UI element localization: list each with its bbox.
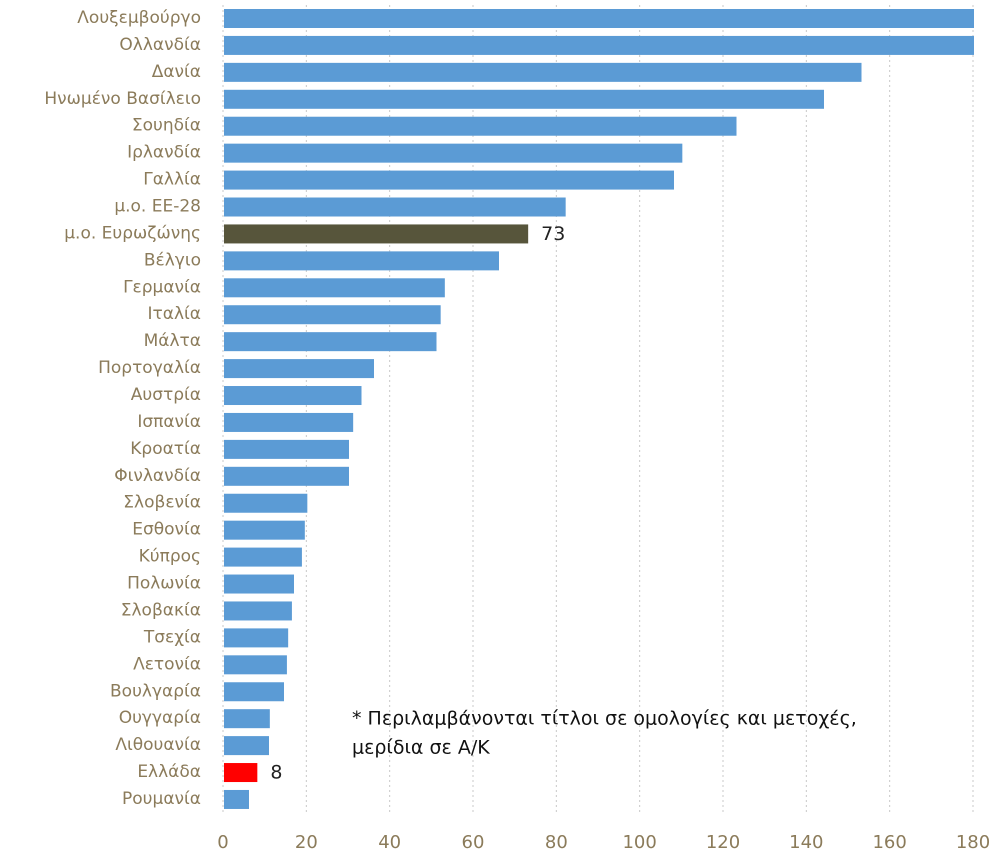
x-tick-label: 80	[545, 832, 568, 853]
value-label: 8	[270, 762, 282, 784]
y-tick-label: Λουξεμβούργο	[77, 8, 201, 28]
y-tick-label: Τσεχία	[143, 627, 201, 647]
y-tick-label: μ.ο. Ευρωζώνης	[64, 223, 201, 243]
bar	[224, 89, 824, 109]
bar	[224, 709, 270, 729]
y-tick-label: Ουγγαρία	[119, 708, 201, 728]
y-tick-label: Γαλλία	[143, 170, 201, 190]
bar	[224, 305, 441, 325]
bar	[224, 655, 287, 675]
bar	[224, 520, 305, 540]
bar	[224, 332, 437, 352]
y-tick-label: Κύπρος	[139, 547, 201, 567]
x-tick-label: 20	[295, 832, 318, 853]
bar	[224, 62, 862, 82]
bar	[224, 763, 258, 783]
bar	[224, 278, 445, 298]
bar	[224, 386, 362, 406]
x-tick-label: 0	[217, 832, 228, 853]
bar	[224, 251, 499, 271]
x-tick-label: 40	[378, 832, 401, 853]
bar	[224, 9, 974, 28]
y-tick-label: Βέλγιο	[144, 250, 201, 270]
y-tick-label: Λετονία	[133, 654, 201, 674]
value-label: 73	[541, 223, 565, 245]
y-tick-label: Ισπανία	[137, 412, 201, 432]
y-tick-label: Σλοβακία	[121, 600, 201, 620]
y-tick-label: Ολλανδία	[119, 35, 201, 55]
y-tick-label: μ.ο. ΕΕ-28	[114, 197, 201, 217]
x-tick-label: 140	[789, 832, 823, 853]
y-tick-label: Μάλτα	[144, 331, 201, 351]
y-tick-label: Κροατία	[130, 439, 201, 459]
bar	[224, 359, 374, 379]
y-tick-label: Ρουμανία	[122, 789, 201, 809]
y-tick-label: Λιθουανία	[115, 735, 201, 755]
x-tick-label: 180	[956, 832, 990, 853]
y-tick-label: Εσθονία	[132, 520, 201, 540]
note: μερίδια σε Α/Κ	[352, 737, 490, 759]
x-tick-label: 160	[872, 832, 906, 853]
bar	[224, 170, 674, 190]
y-tick-label: Γερμανία	[123, 277, 201, 297]
y-tick-label: Αυστρία	[131, 385, 201, 405]
y-tick-label: Δανία	[152, 62, 201, 82]
bar	[224, 224, 529, 244]
bar	[224, 601, 292, 621]
bar	[224, 547, 302, 567]
y-tick-label: Ιρλανδία	[127, 143, 201, 163]
bar	[224, 197, 566, 217]
y-tick-label: Βουλγαρία	[110, 681, 201, 701]
bar	[224, 116, 737, 136]
bar	[224, 143, 683, 163]
bar	[224, 574, 294, 594]
y-tick-label: Ελλάδα	[137, 762, 201, 782]
bar	[224, 439, 349, 459]
x-tick-label: 60	[462, 832, 485, 853]
bar	[224, 628, 289, 648]
bar	[224, 35, 974, 55]
y-tick-label: Πολωνία	[127, 574, 201, 594]
bar	[224, 682, 284, 702]
y-tick-label: Σλοβενία	[123, 493, 201, 513]
x-tick-label: 120	[706, 832, 740, 853]
y-tick-label: Σουηδία	[132, 116, 201, 136]
bar	[224, 736, 269, 756]
bar	[224, 466, 349, 486]
y-tick-label: Ηνωμένο Βασίλειο	[44, 89, 201, 109]
bar	[224, 412, 354, 432]
bar	[224, 789, 249, 809]
note: * Περιλαμβάνονται τίτλοι σε ομολογίες κα…	[352, 708, 857, 730]
y-tick-label: Φινλανδία	[114, 466, 201, 486]
y-tick-label: Πορτογαλία	[98, 358, 201, 378]
bar	[224, 493, 308, 513]
y-tick-label: Ιταλία	[148, 304, 201, 324]
x-tick-label: 100	[622, 832, 656, 853]
